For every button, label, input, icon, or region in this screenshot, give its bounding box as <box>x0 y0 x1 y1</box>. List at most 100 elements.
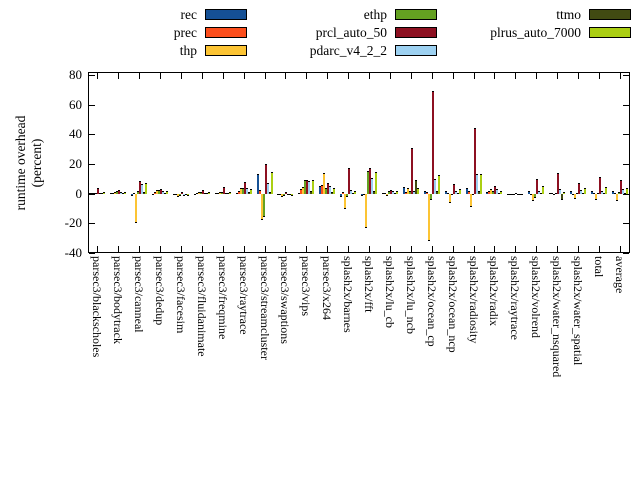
x-category-label: parsec3/dedup <box>153 256 167 326</box>
bar-ethp <box>325 187 328 194</box>
bar-prec <box>195 192 198 194</box>
bar-pdarc_v4_2_2 <box>141 184 144 194</box>
bar-prec <box>342 192 345 194</box>
x-tick-mark <box>285 73 287 79</box>
bar-pdarc_v4_2_2 <box>412 190 415 194</box>
bar-prcl_auto_50 <box>389 189 392 194</box>
bar-ttmo <box>101 192 104 194</box>
bar-thp <box>218 191 221 194</box>
x-tick-mark <box>598 73 600 79</box>
x-tick-mark <box>139 246 141 252</box>
legend-entry-plrus_auto_7000: plrus_auto_7000 <box>0 25 640 40</box>
bar-prec <box>154 192 156 194</box>
bar-plrus_auto_7000 <box>500 190 503 194</box>
x-tick-mark <box>160 73 161 79</box>
y-tick-label: 0 <box>75 185 83 201</box>
bar-prcl_auto_50 <box>264 164 267 194</box>
x-tick-mark <box>348 246 350 252</box>
y-tick-mark <box>89 164 95 166</box>
bar-prcl_auto_50 <box>431 91 434 194</box>
x-tick-mark <box>264 246 266 252</box>
bar-ethp <box>596 192 599 194</box>
x-tick-mark <box>118 246 120 252</box>
bar-ethp <box>241 188 244 194</box>
x-category-label: parsec3/raytrace <box>236 256 251 335</box>
bar-plrus_auto_7000 <box>354 190 357 194</box>
legend-swatch-ttmo <box>589 9 631 20</box>
y-tick-mark <box>623 253 629 255</box>
bar-thp <box>260 193 263 220</box>
bar-plrus_auto_7000 <box>249 189 252 194</box>
bar-prcl_auto_50 <box>139 181 142 194</box>
bar-ethp <box>471 193 474 196</box>
bar-pdarc_v4_2_2 <box>371 178 373 194</box>
bar-rec <box>172 193 175 195</box>
y-axis-label-line2: (percent) <box>29 138 44 188</box>
bar-prec <box>383 192 386 194</box>
bar-ttmo <box>582 192 584 194</box>
legend-label-pdarc_v4_2_2: pdarc_v4_2_2 <box>309 43 387 58</box>
bar-rec <box>89 192 92 194</box>
bar-prec <box>174 193 177 195</box>
y-tick-mark <box>89 253 95 255</box>
x-tick-mark <box>598 246 600 252</box>
x-category-label: average <box>612 256 627 294</box>
bar-rec <box>590 190 593 194</box>
bar-prec <box>467 190 470 194</box>
x-tick-mark <box>369 246 370 252</box>
bar-ethp <box>576 192 578 194</box>
bar-ttmo <box>310 191 313 194</box>
bar-prcl_auto_50 <box>180 191 183 194</box>
x-tick-mark <box>494 246 496 252</box>
bar-pdarc_v4_2_2 <box>433 178 436 194</box>
legend-entry-prcl_auto_50: prcl_auto_50 <box>0 25 640 40</box>
bar-thp <box>197 192 200 194</box>
y-tick-label: -20 <box>64 215 82 231</box>
bar-rec <box>507 193 510 195</box>
bar-thp <box>344 193 347 210</box>
legend-swatch-prcl_auto_50 <box>395 27 437 38</box>
bar-plrus_auto_7000 <box>333 187 336 194</box>
bar-prcl_auto_50 <box>473 128 476 194</box>
x-tick-mark <box>201 73 203 79</box>
bar-pdarc_v4_2_2 <box>162 191 164 194</box>
bar-prec <box>551 192 554 194</box>
bar-rec <box>193 193 196 195</box>
bar-ttmo <box>435 190 438 194</box>
legend-entry-rec: rec <box>0 7 640 22</box>
x-tick-mark <box>578 246 579 252</box>
legend-entry-ethp: ethp <box>0 7 640 22</box>
bar-pdarc_v4_2_2 <box>475 174 478 194</box>
bar-ttmo <box>164 192 166 194</box>
bar-pdarc_v4_2_2 <box>454 190 457 194</box>
bar-prec <box>279 193 282 196</box>
bar-rec <box>402 187 405 194</box>
x-category-label: splash2x/water_spatial <box>571 256 585 366</box>
bar-thp <box>365 193 367 228</box>
bar-ethp <box>116 191 119 194</box>
bar-ttmo <box>561 193 564 200</box>
bar-plrus_auto_7000 <box>542 186 545 194</box>
bar-pdarc_v4_2_2 <box>580 189 582 194</box>
bar-ttmo <box>352 192 355 194</box>
bar-prec <box>446 192 449 194</box>
bar-ethp <box>408 191 411 194</box>
bar-prcl_auto_50 <box>598 176 601 194</box>
bar-rec <box>611 191 614 194</box>
y-axis-label: runtime overhead (percent) <box>13 63 47 263</box>
bar-pdarc_v4_2_2 <box>120 192 123 194</box>
legend-entry-ttmo: ttmo <box>0 7 640 22</box>
x-tick-mark <box>243 246 245 252</box>
bar-pdarc_v4_2_2 <box>538 190 541 194</box>
bar-thp <box>156 190 158 194</box>
bar-prcl_auto_50 <box>222 187 225 194</box>
x-tick-mark <box>180 73 182 79</box>
x-tick-mark <box>536 73 538 79</box>
bar-thp <box>574 193 576 199</box>
legend-label-prec: prec <box>173 25 197 40</box>
x-tick-mark <box>160 246 161 252</box>
bar-rec <box>319 186 322 194</box>
y-tick-mark <box>623 134 629 136</box>
bar-prcl_auto_50 <box>201 190 204 194</box>
